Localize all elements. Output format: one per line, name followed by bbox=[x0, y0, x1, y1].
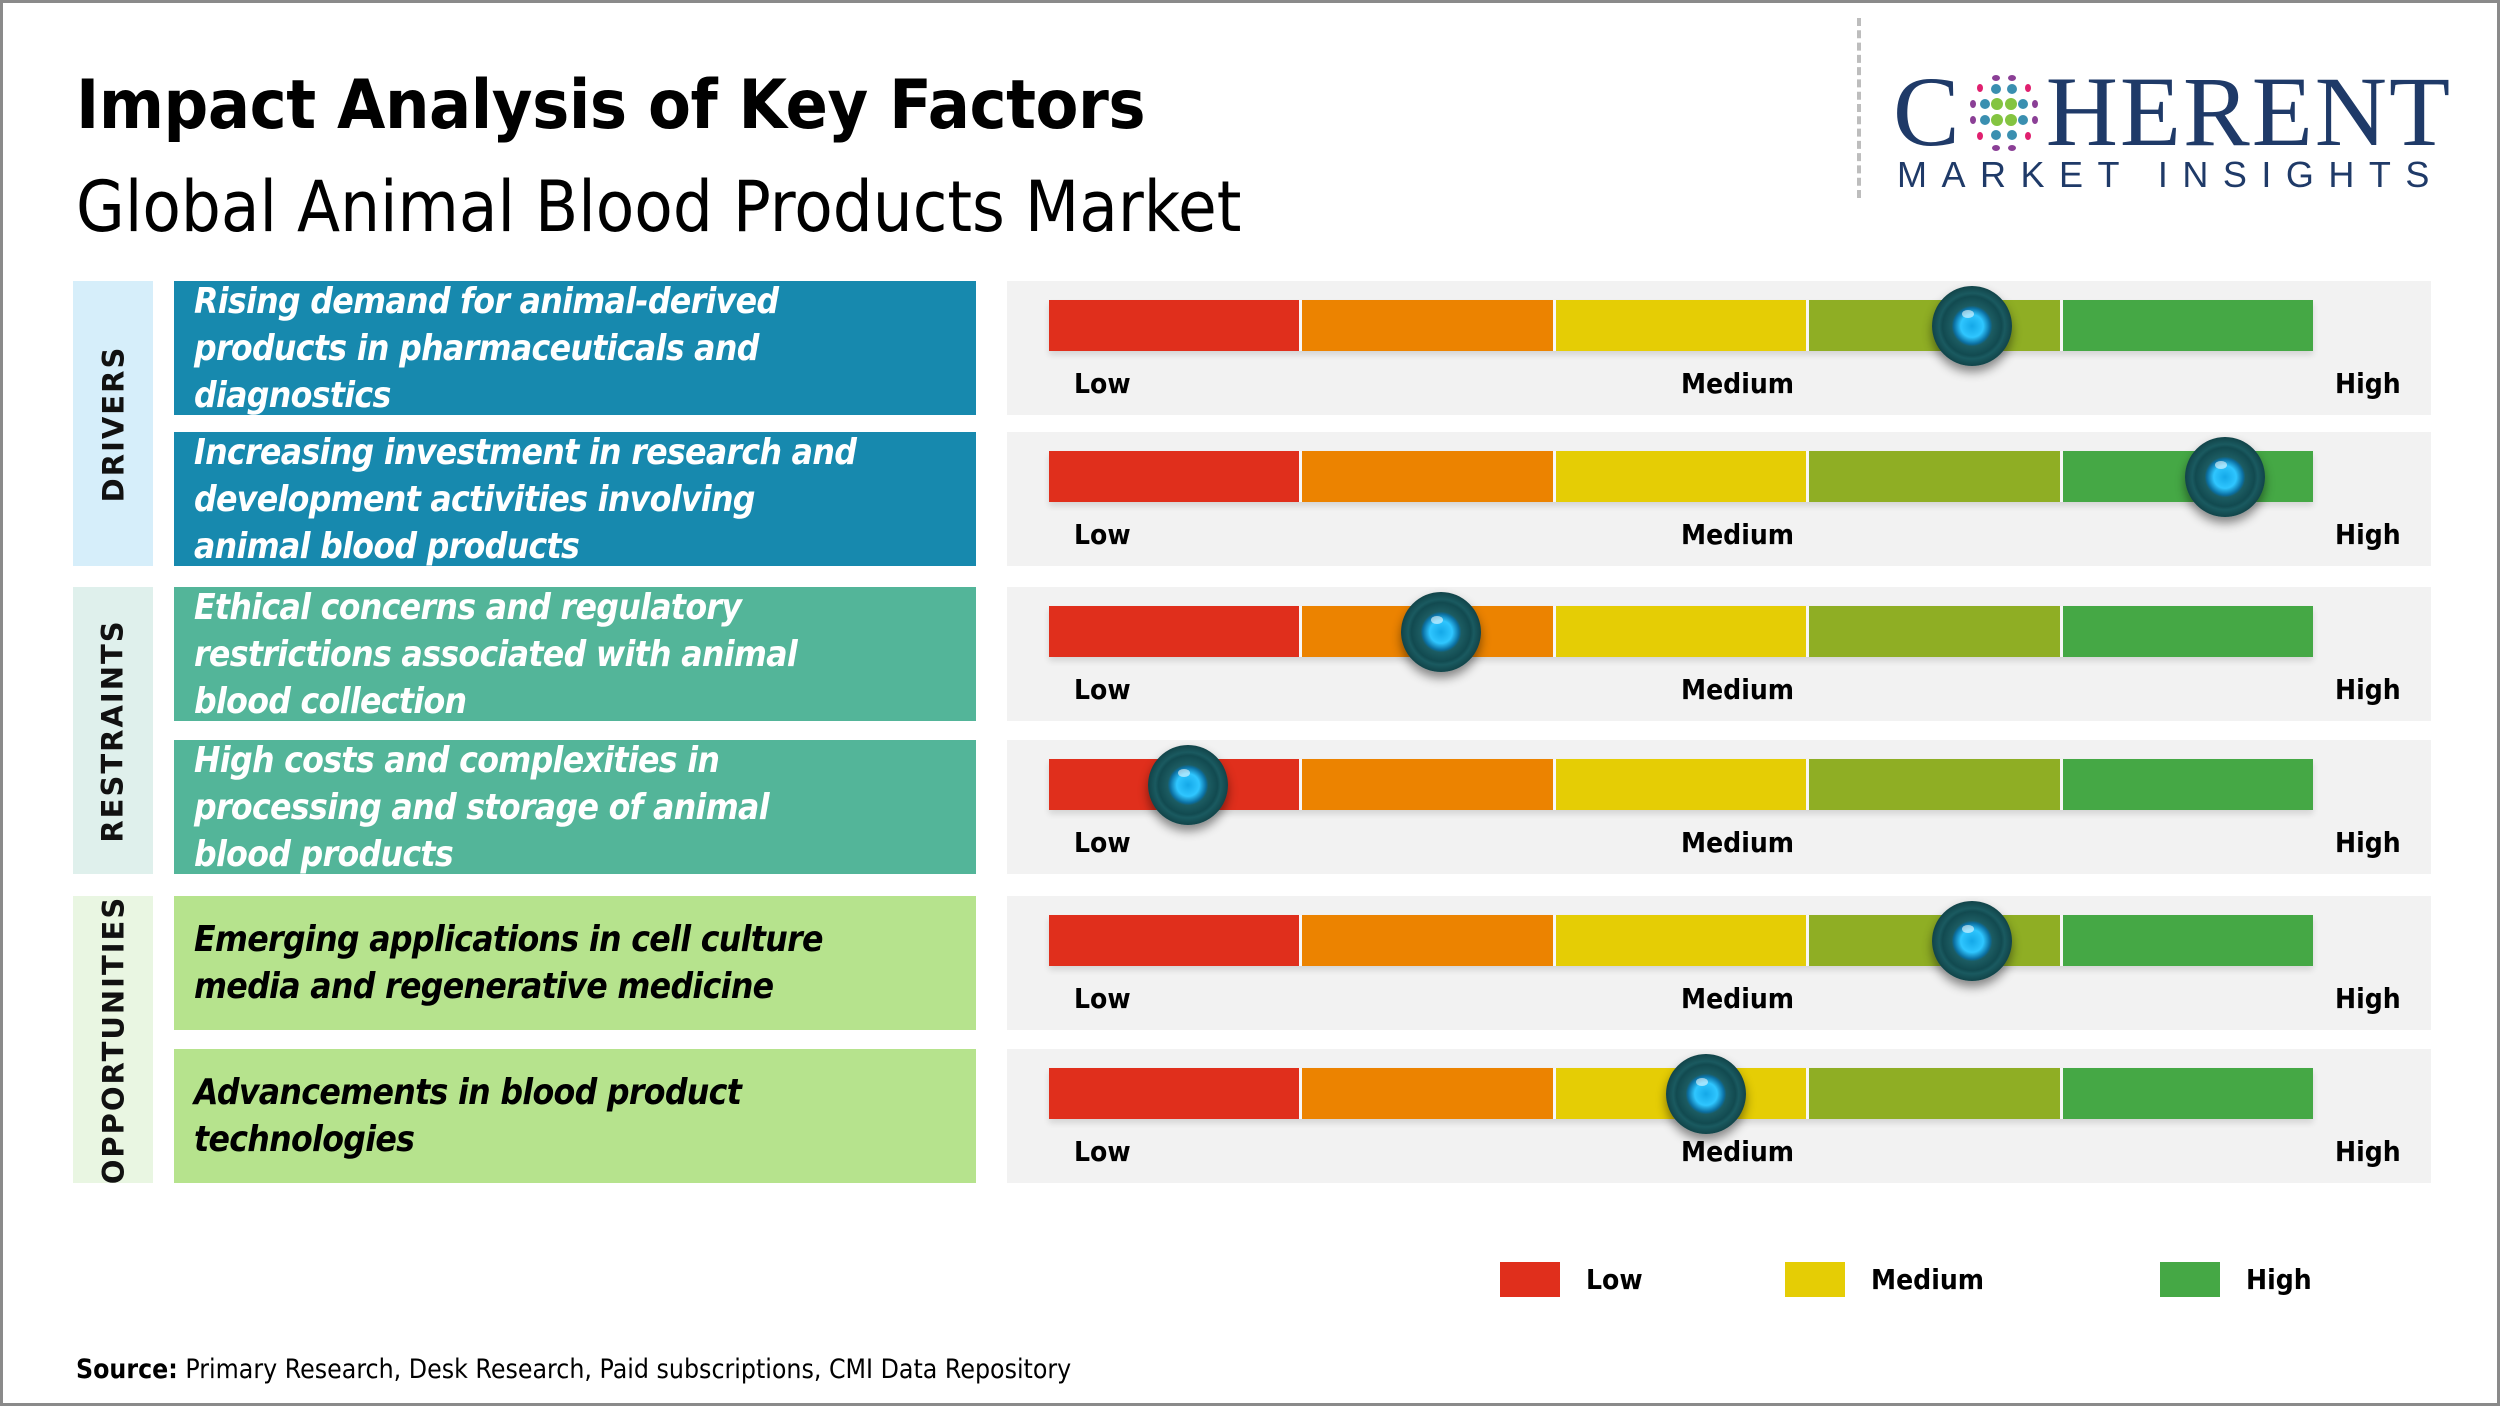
scale-label-high: High bbox=[2335, 673, 2401, 706]
scale-segment-2 bbox=[1302, 915, 1556, 966]
legend-swatch bbox=[1785, 1262, 1845, 1297]
legend-item-medium: Medium bbox=[1785, 1262, 1997, 1297]
factor-box: High costs and complexities in processin… bbox=[174, 740, 976, 875]
impact-marker-knob bbox=[1148, 745, 1229, 825]
scale-label-high: High bbox=[2335, 518, 2401, 551]
scale-label-medium: Medium bbox=[1681, 826, 1795, 859]
legend-item-low: Low bbox=[1500, 1262, 1649, 1297]
scale-label-medium: Medium bbox=[1681, 673, 1795, 706]
factor-box: Emerging applications in cell culture me… bbox=[174, 896, 976, 1030]
logo-letters: HERENT bbox=[2045, 56, 2453, 167]
scale-label-low: Low bbox=[1074, 673, 1131, 706]
logo-wordmark: C HERENT bbox=[1893, 62, 2452, 162]
impact-scale-bar bbox=[1049, 606, 2314, 657]
scale-segment-3 bbox=[1555, 759, 1810, 810]
scale-segment-1 bbox=[1049, 451, 1303, 502]
scale-segment-1 bbox=[1049, 606, 1303, 657]
logo-divider bbox=[1857, 18, 1861, 198]
legend-label: Low bbox=[1586, 1263, 1643, 1296]
scale-label-medium: Medium bbox=[1681, 982, 1795, 1015]
scale-segment-3 bbox=[1555, 606, 1810, 657]
category-label: RESTRAINTS bbox=[96, 618, 130, 843]
scale-segment-4 bbox=[1809, 1068, 2063, 1119]
factor-box: Rising demand for animal-derived product… bbox=[174, 281, 976, 416]
impact-gauge-panel: Low Medium High bbox=[1007, 740, 2431, 874]
scale-segment-3 bbox=[1555, 915, 1810, 966]
legend-item-high: High bbox=[2160, 1262, 2319, 1297]
scale-segment-5 bbox=[2062, 606, 2314, 657]
logo-letter-c: C bbox=[1893, 56, 1962, 167]
factor-text: Increasing investment in research and de… bbox=[194, 431, 857, 567]
scale-label-medium: Medium bbox=[1681, 518, 1795, 551]
factor-box: Advancements in blood product technologi… bbox=[174, 1049, 976, 1183]
scale-segment-5 bbox=[2062, 915, 2314, 966]
impact-marker-knob bbox=[1931, 901, 2012, 981]
impact-scale-bar bbox=[1049, 915, 2314, 966]
scale-label-high: High bbox=[2335, 826, 2401, 859]
scale-label-low: Low bbox=[1074, 1135, 1131, 1168]
page-title: Impact Analysis of Key Factors bbox=[76, 66, 1146, 145]
scale-segment-1 bbox=[1049, 300, 1303, 351]
impact-gauge-panel: Low Medium High bbox=[1007, 1049, 2431, 1183]
category-label: DRIVERS bbox=[96, 345, 131, 502]
scale-segment-1 bbox=[1049, 915, 1303, 966]
impact-marker-knob bbox=[2184, 437, 2265, 517]
scale-label-low: Low bbox=[1074, 518, 1131, 551]
impact-scale-bar bbox=[1049, 451, 2314, 502]
impact-marker-knob bbox=[1931, 286, 2012, 366]
factor-text: High costs and complexities in processin… bbox=[194, 739, 770, 875]
scale-label-high: High bbox=[2335, 1135, 2401, 1168]
scale-label-high: High bbox=[2335, 982, 2401, 1015]
factor-text: Advancements in blood product technologi… bbox=[194, 1072, 742, 1160]
legend-label: High bbox=[2246, 1263, 2312, 1296]
impact-scale-bar bbox=[1049, 759, 2314, 810]
factor-box: Increasing investment in research and de… bbox=[174, 432, 976, 567]
factor-text: Ethical concerns and regulatory restrict… bbox=[194, 586, 798, 722]
impact-marker-knob bbox=[1400, 592, 1481, 672]
scale-segment-2 bbox=[1302, 759, 1556, 810]
factor-text: Rising demand for animal-derived product… bbox=[194, 280, 779, 416]
legend-swatch bbox=[1500, 1262, 1560, 1297]
impact-gauge-panel: Low Medium High bbox=[1007, 896, 2431, 1030]
legend-label: Medium bbox=[1871, 1263, 1985, 1296]
impact-gauge-panel: Low Medium High bbox=[1007, 432, 2431, 566]
impact-marker-knob bbox=[1666, 1054, 1747, 1134]
factor-text: Emerging applications in cell culture me… bbox=[194, 919, 823, 1007]
scale-segment-3 bbox=[1555, 300, 1810, 351]
category-opportunities: OPPORTUNITIES bbox=[73, 895, 153, 1184]
scale-segment-5 bbox=[2062, 759, 2314, 810]
legend-swatch bbox=[2160, 1262, 2220, 1297]
source-text: Primary Research, Desk Research, Paid su… bbox=[177, 1354, 1072, 1385]
category-label: OPPORTUNITIES bbox=[96, 895, 131, 1184]
scale-segment-4 bbox=[1809, 606, 2063, 657]
scale-label-medium: Medium bbox=[1681, 367, 1795, 400]
company-logo: C HERENT MARKET I bbox=[1893, 62, 2463, 197]
scale-segment-1 bbox=[1049, 1068, 1303, 1119]
scale-label-high: High bbox=[2335, 367, 2401, 400]
page-subtitle: Global Animal Blood Products Market bbox=[76, 166, 1242, 248]
impact-gauge-panel: Low Medium High bbox=[1007, 281, 2431, 415]
logo-tagline: MARKET INSIGHTS bbox=[1897, 154, 2444, 195]
scale-segment-2 bbox=[1302, 300, 1556, 351]
scale-segment-5 bbox=[2062, 300, 2314, 351]
impact-scale-bar bbox=[1049, 300, 2314, 351]
category-restraints: RESTRAINTS bbox=[73, 587, 153, 874]
scale-label-low: Low bbox=[1074, 367, 1131, 400]
scale-segment-3 bbox=[1555, 451, 1810, 502]
scale-segment-4 bbox=[1809, 759, 2063, 810]
scale-label-low: Low bbox=[1074, 982, 1131, 1015]
category-drivers: DRIVERS bbox=[73, 281, 153, 566]
scale-segment-4 bbox=[1809, 451, 2063, 502]
scale-label-low: Low bbox=[1074, 826, 1131, 859]
scale-segment-5 bbox=[2062, 1068, 2314, 1119]
scale-label-medium: Medium bbox=[1681, 1135, 1795, 1168]
scale-segment-2 bbox=[1302, 451, 1556, 502]
globe-dots-icon bbox=[1968, 71, 2040, 153]
impact-gauge-panel: Low Medium High bbox=[1007, 587, 2431, 721]
source-note: Source: Primary Research, Desk Research,… bbox=[76, 1354, 1071, 1385]
factor-box: Ethical concerns and regulatory restrict… bbox=[174, 587, 976, 722]
scale-segment-2 bbox=[1302, 1068, 1556, 1119]
source-prefix: Source: bbox=[76, 1354, 178, 1385]
